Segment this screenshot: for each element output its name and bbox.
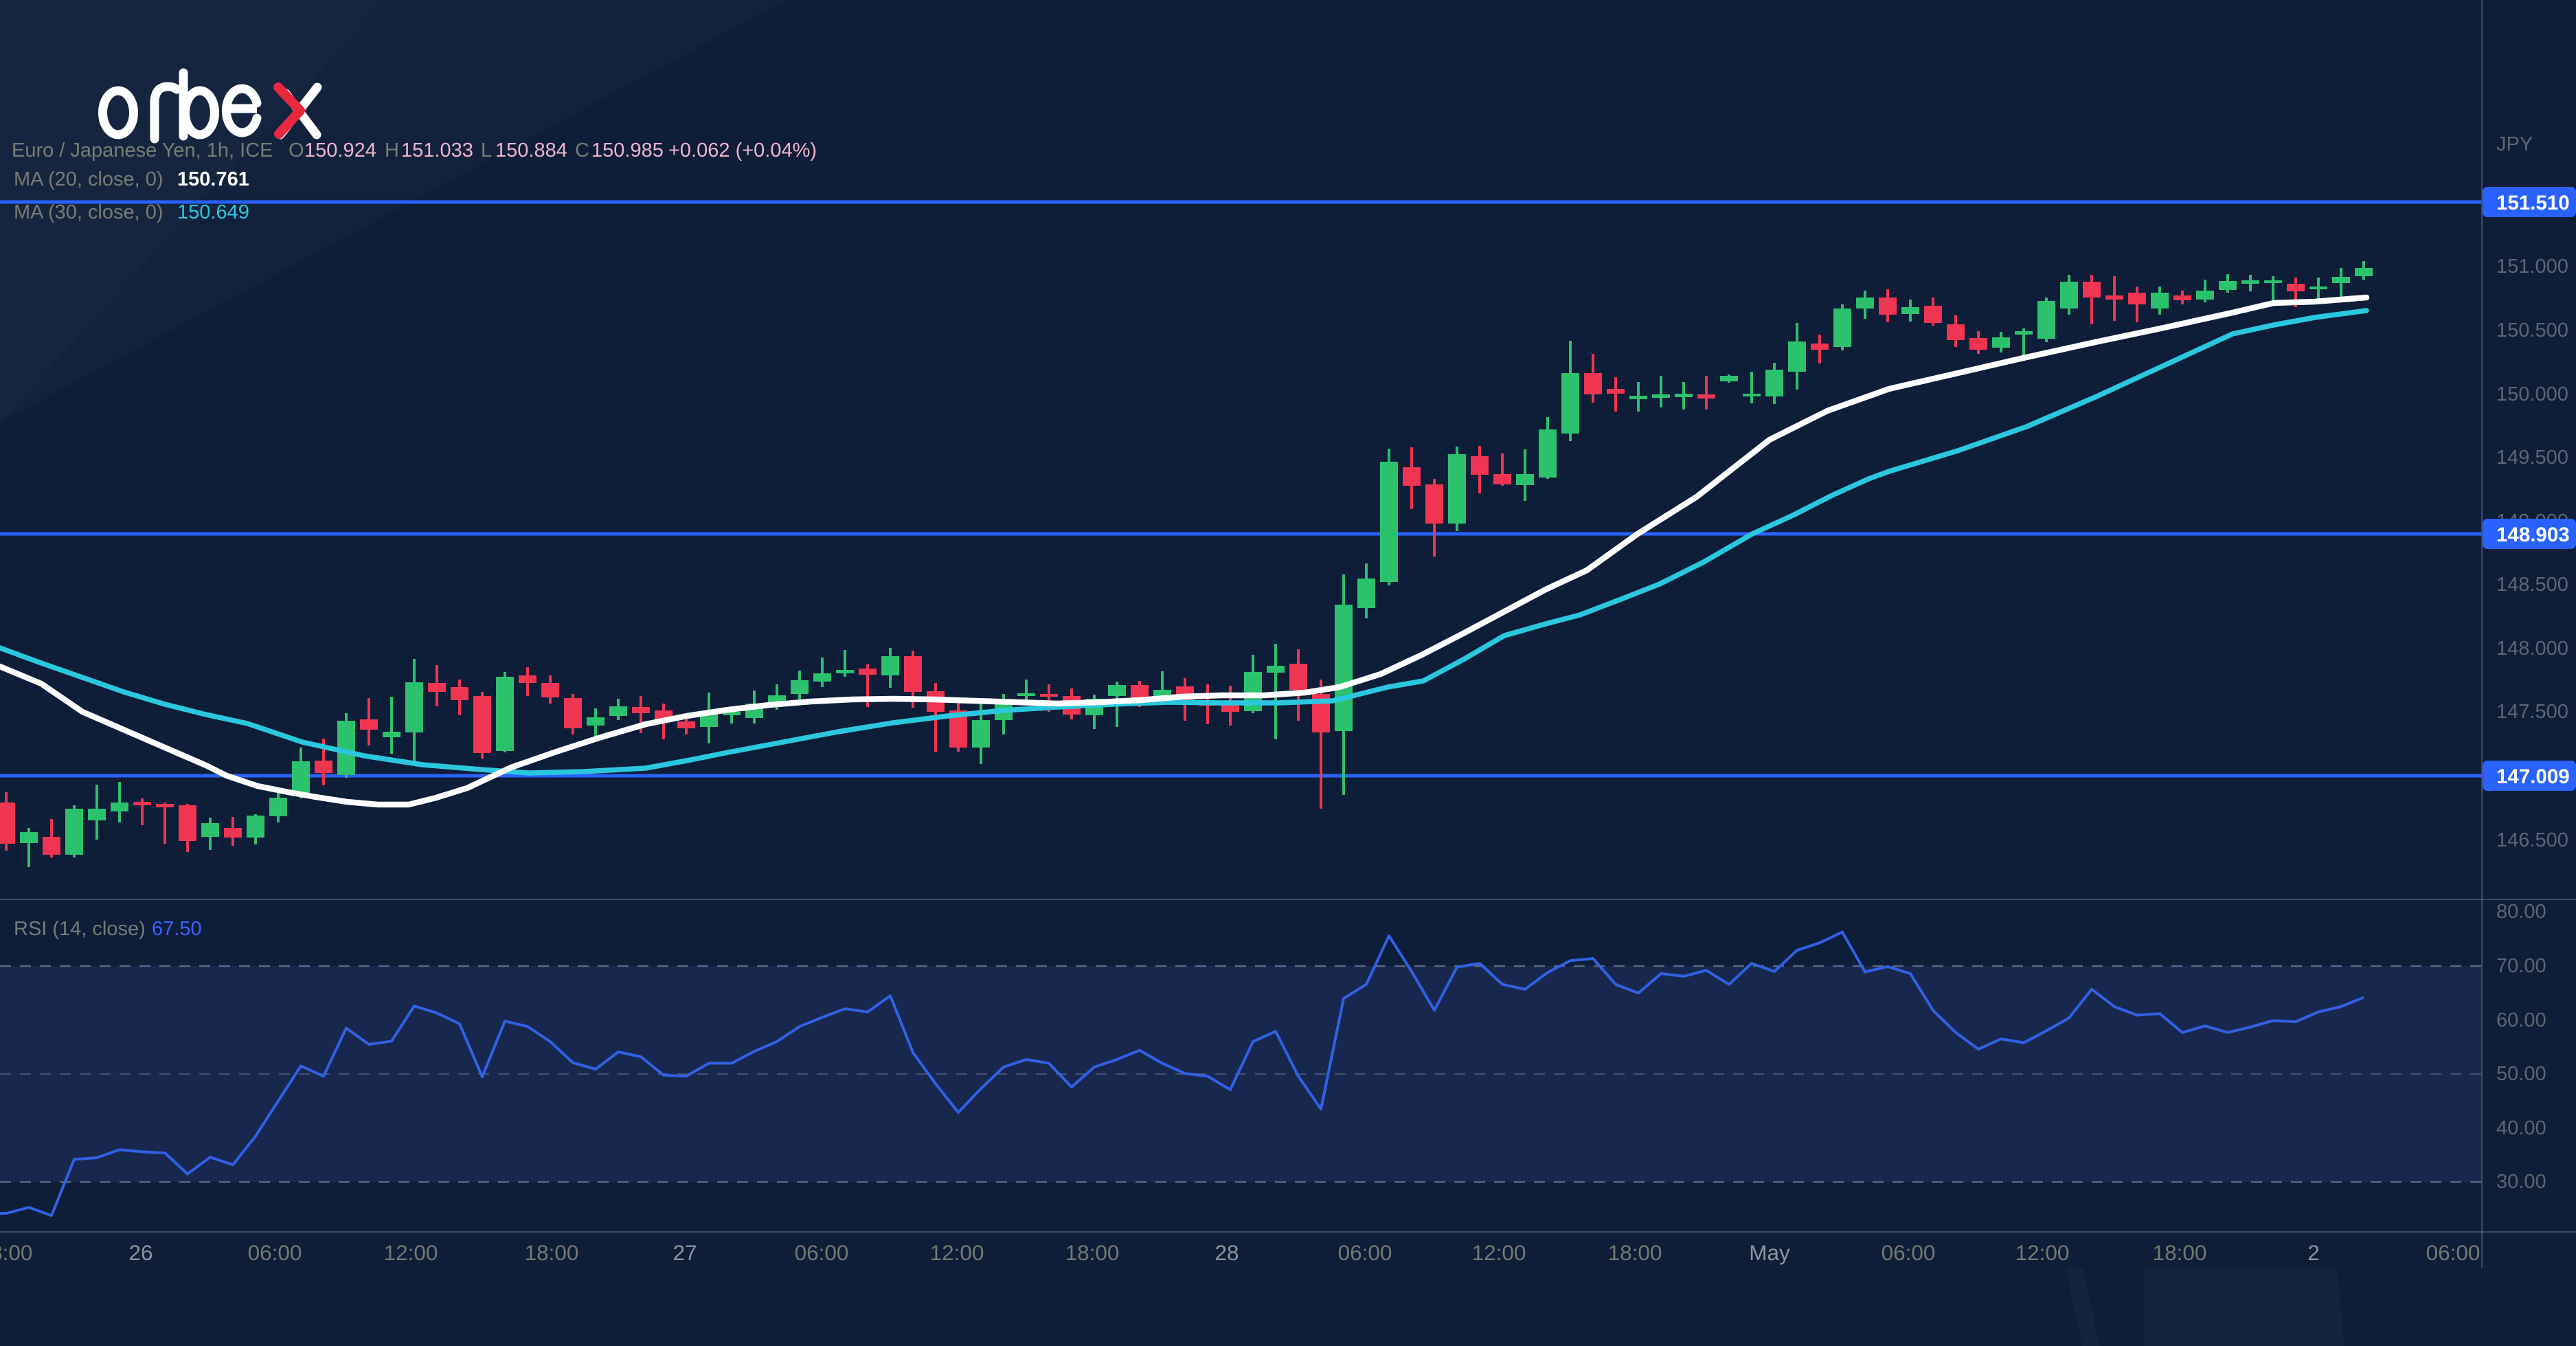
- svg-text:150.000: 150.000: [2496, 383, 2568, 405]
- svg-text:150.924: 150.924: [304, 139, 376, 161]
- svg-text:80.00: 80.00: [2496, 901, 2546, 923]
- svg-text:149.500: 149.500: [2496, 447, 2568, 469]
- svg-text:O: O: [289, 139, 304, 161]
- svg-text:18:00: 18:00: [525, 1240, 579, 1265]
- svg-text:06:00: 06:00: [795, 1240, 849, 1265]
- svg-text:06:00: 06:00: [1338, 1240, 1392, 1265]
- svg-text:JPY: JPY: [2496, 133, 2533, 155]
- svg-text:27: 27: [673, 1240, 697, 1265]
- svg-text:40.00: 40.00: [2496, 1117, 2546, 1139]
- svg-text:MA (30, close, 0): MA (30, close, 0): [14, 201, 163, 223]
- svg-text:L: L: [481, 139, 492, 161]
- svg-text:2: 2: [2307, 1240, 2320, 1265]
- svg-text:150.884: 150.884: [495, 139, 567, 161]
- svg-text:12:00: 12:00: [930, 1240, 984, 1265]
- svg-text:150.761: 150.761: [177, 168, 249, 190]
- svg-text:18:00: 18:00: [1608, 1240, 1662, 1265]
- svg-text:06:00: 06:00: [248, 1240, 302, 1265]
- svg-text:150.649: 150.649: [177, 201, 249, 223]
- svg-text:Euro / Japanese Yen, 1h, ICE: Euro / Japanese Yen, 1h, ICE: [12, 139, 273, 161]
- svg-text:151.510: 151.510: [2496, 192, 2570, 214]
- svg-text:18:00: 18:00: [1065, 1240, 1120, 1265]
- svg-text:148.903: 148.903: [2496, 524, 2570, 546]
- svg-text:151.000: 151.000: [2496, 256, 2568, 278]
- svg-text:C: C: [575, 139, 589, 161]
- svg-text:18:00: 18:00: [0, 1240, 32, 1265]
- svg-text:147.500: 147.500: [2496, 701, 2568, 723]
- svg-text:67.50: 67.50: [152, 918, 202, 940]
- svg-text:26: 26: [128, 1240, 152, 1265]
- svg-text:148.500: 148.500: [2496, 574, 2568, 596]
- svg-text:150.500: 150.500: [2496, 319, 2568, 341]
- svg-text:May: May: [1749, 1240, 1790, 1265]
- svg-text:18:00: 18:00: [2153, 1240, 2207, 1265]
- svg-text:12:00: 12:00: [2015, 1240, 2070, 1265]
- svg-text:150.985: 150.985: [591, 139, 664, 161]
- svg-text:148.000: 148.000: [2496, 638, 2568, 660]
- svg-text:70.00: 70.00: [2496, 955, 2546, 977]
- svg-text:50.00: 50.00: [2496, 1063, 2546, 1085]
- svg-text:146.500: 146.500: [2496, 829, 2568, 851]
- svg-text:+0.062 (+0.04%): +0.062 (+0.04%): [668, 139, 817, 161]
- svg-text:60.00: 60.00: [2496, 1009, 2546, 1031]
- svg-text:H: H: [385, 139, 399, 161]
- svg-text:151.033: 151.033: [401, 139, 473, 161]
- svg-text:147.009: 147.009: [2496, 765, 2570, 788]
- svg-text:12:00: 12:00: [384, 1240, 438, 1265]
- svg-text:06:00: 06:00: [1882, 1240, 1936, 1265]
- svg-text:MA (20, close, 0): MA (20, close, 0): [14, 168, 163, 190]
- svg-text:30.00: 30.00: [2496, 1171, 2546, 1193]
- svg-text:28: 28: [1214, 1240, 1239, 1265]
- svg-text:06:00: 06:00: [2426, 1240, 2481, 1265]
- svg-text:12:00: 12:00: [1472, 1240, 1526, 1265]
- svg-text:RSI (14, close): RSI (14, close): [14, 918, 146, 940]
